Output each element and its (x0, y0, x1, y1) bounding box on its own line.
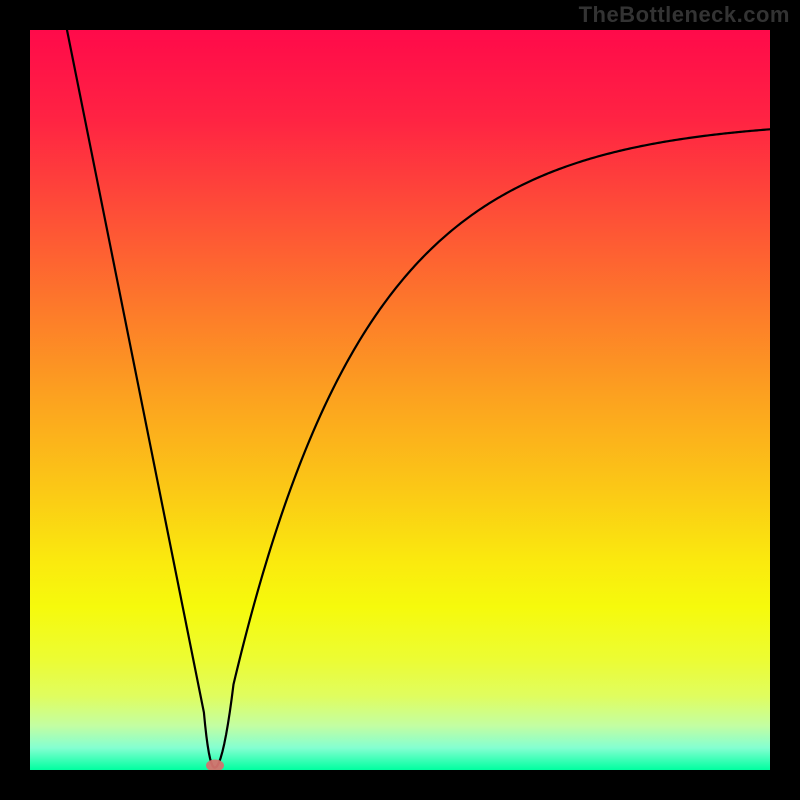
plot-area (30, 30, 770, 770)
chart-container: TheBottleneck.com (0, 0, 800, 800)
watermark-text: TheBottleneck.com (579, 2, 790, 28)
plot-svg (30, 30, 770, 770)
